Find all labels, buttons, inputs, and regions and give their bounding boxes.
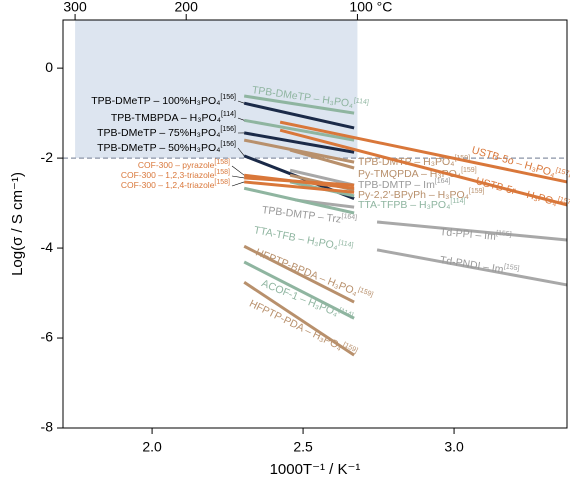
series-ref: [159] (469, 188, 485, 195)
series-name: COF-300 – 1,2,3-triazole (121, 170, 215, 180)
y-axis-title: Log(σ / S cm⁻¹) (9, 172, 26, 276)
series-ref: [114] (338, 307, 355, 319)
series-ref: [114] (450, 198, 465, 205)
series-name: COF-300 – pyrazole (138, 160, 215, 170)
series-label: Td-PPI – Im[155] (439, 225, 511, 244)
series-ref: [158] (214, 169, 230, 176)
x2-tick-label: 200 (175, 0, 199, 15)
series-ref: [164] (435, 178, 451, 185)
x-tick-label: 2.0 (142, 439, 162, 455)
series-name: USTB-5r – H₃PO₄ (475, 175, 559, 208)
leader-line (232, 176, 244, 178)
series-ref: [156] (220, 126, 236, 133)
series-name: TTA-TFPB – H₃PO₄ (358, 199, 450, 211)
series-name: TPB-DMeTP – 50%H₃PO₄ (97, 142, 220, 154)
series-label: TPB-DMeTP – 75%H₃PO₄[156] (97, 126, 236, 139)
series-label: COF-300 – 1,2,4-triazole[158] (121, 179, 230, 190)
x2-tick-label: 300 (63, 0, 87, 15)
series-label: TPB-DMeTP – 100%H₃PO₄[156] (91, 94, 236, 107)
series-ref: [155] (503, 263, 520, 272)
series-ref: [155] (496, 230, 512, 238)
series-ref: [157] (555, 167, 570, 178)
series-ref: [159] (461, 167, 477, 174)
series-ref: [114] (221, 111, 236, 118)
series-label: TTA-TFPB – H₃PO₄[114] (358, 198, 465, 211)
series-name: TTA-TFB – H₃PO₄ (253, 224, 339, 252)
x-tick-label: 3.0 (444, 439, 464, 455)
series-label: TPB-DMeTP – 50%H₃PO₄[156] (97, 141, 236, 154)
series-ref: [159] (357, 286, 374, 298)
series-name: TPB-TMBPDA – H₃PO₄ (111, 112, 221, 124)
series-name: TPB-DMeTP – 100%H₃PO₄ (91, 95, 220, 107)
y-tick-label: -2 (41, 149, 54, 165)
series-ref: [164] (341, 213, 357, 222)
y-tick-label: -8 (41, 419, 54, 435)
y-tick-label: -4 (41, 239, 54, 255)
y-tick-label: -6 (41, 329, 54, 345)
x-axis-title: 1000T⁻¹ / K⁻¹ (270, 461, 361, 478)
series-name: USTB-5o – H₃PO₄ (470, 144, 556, 179)
leader-line (232, 182, 244, 186)
series-ref: [114] (338, 239, 354, 249)
series-ref: [156] (220, 141, 236, 148)
series-ref: [156] (220, 94, 236, 101)
series-ref: [158] (214, 159, 230, 166)
series-name: TPB-DMeTP – 75%H₃PO₄ (97, 127, 220, 139)
y-tick-label: 0 (45, 59, 53, 75)
series-name: Td-PPI – Im (439, 226, 496, 243)
leader-line (232, 166, 244, 175)
series-name: Td-PNDI – Im (439, 254, 505, 276)
series-label: TPB-TMBPDA – H₃PO₄[114] (111, 111, 236, 124)
series-name: COF-300 – 1,2,4-triazole (121, 180, 215, 190)
series-label: HFPTP-PDA – H₃PO₄[159] (247, 297, 358, 360)
series-ref: [158] (214, 179, 230, 186)
x2-tick-label: 100 °C (349, 0, 392, 15)
x-tick-label: 2.5 (293, 439, 313, 455)
